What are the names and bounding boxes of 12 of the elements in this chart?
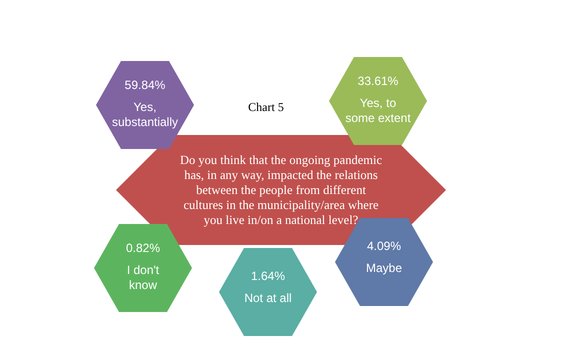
- data-label: 0.82%: [126, 241, 160, 255]
- data-label: 4.09%: [366, 239, 402, 253]
- category-label: Yes, to some extent: [345, 96, 412, 125]
- data-label: 1.64%: [250, 269, 286, 283]
- category-label: I don't know: [126, 263, 160, 292]
- category-label: Yes, substantially: [112, 100, 178, 129]
- data-label: 33.61%: [358, 74, 399, 88]
- category-label: Not at all: [244, 291, 292, 305]
- data-label: 59.84%: [124, 78, 166, 92]
- category-label: Maybe: [366, 261, 402, 275]
- text: Chart 5: [248, 100, 284, 114]
- text: Do you think that the ongoing pandemic has, in any way, impacted the relations between the people from different cultures in the municipality/area where you live in/on a national level?: [180, 153, 382, 227]
